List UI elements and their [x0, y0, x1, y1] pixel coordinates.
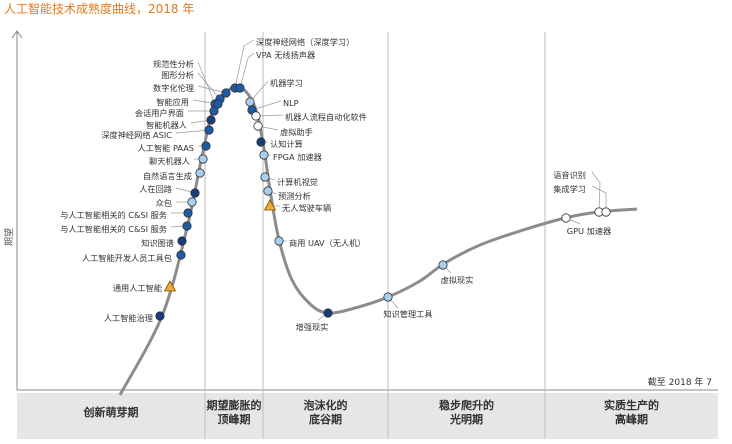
tech-label: 虚拟现实	[441, 275, 474, 285]
tech-marker	[163, 280, 177, 292]
tech-label: 预测分析	[278, 191, 311, 201]
tech-marker	[263, 199, 277, 211]
tech-marker	[323, 308, 333, 318]
tech-label: 计算机视觉	[277, 177, 318, 187]
tech-marker	[235, 83, 245, 93]
phase-label: 底谷期	[309, 412, 342, 426]
tech-label: 无人驾驶车辆	[282, 203, 331, 213]
phase-label: 稳步爬升的	[439, 398, 494, 412]
phase-label: 创新萌芽期	[83, 405, 139, 419]
tech-label: 众包	[156, 198, 172, 208]
page-title: 人工智能技术成熟度曲线，2018 年	[4, 2, 195, 16]
tech-label: 增强现实	[296, 322, 329, 332]
tech-label: 与人工智能相关的 C&SI 服务	[60, 224, 167, 234]
tech-marker	[274, 236, 284, 246]
phase-label: 期望膨胀的	[207, 398, 262, 412]
tech-marker	[213, 99, 223, 109]
tech-label: 人工智能治理	[104, 313, 153, 323]
tech-label: 自然语言生成	[143, 171, 192, 181]
y-axis-arrow	[11, 30, 23, 39]
leader-line	[239, 52, 255, 89]
tech-marker	[438, 260, 448, 270]
leader-line	[249, 80, 269, 103]
tech-label: 深度神经网络 ASIC	[101, 130, 172, 140]
tech-marker	[383, 292, 393, 302]
tech-marker	[209, 106, 219, 116]
leader-line	[591, 185, 607, 212]
tech-marker	[561, 213, 571, 223]
tech-marker	[251, 111, 261, 121]
tech-marker	[201, 141, 211, 151]
leader-line	[251, 100, 282, 111]
phase-label: 高峰期	[615, 412, 648, 426]
tech-marker	[206, 115, 216, 125]
tech-marker	[177, 236, 187, 246]
hype-curve	[118, 85, 638, 396]
tech-marker	[263, 186, 273, 196]
leader-line	[175, 129, 210, 134]
tech-marker	[259, 150, 269, 160]
tech-label: 知识图谱	[141, 238, 174, 248]
tech-marker	[187, 197, 197, 207]
tech-label: GPU 加速器	[567, 226, 611, 236]
phase-label: 顶峰期	[218, 412, 251, 426]
tech-label: 人工智能开发人员工具包	[82, 253, 172, 263]
tech-marker	[176, 250, 186, 260]
tech-label: 图形分析	[161, 70, 194, 80]
tech-label: 与人工智能相关的 C&SI 服务	[60, 210, 167, 220]
tech-marker	[245, 97, 255, 107]
tech-label: 智能应用	[156, 97, 189, 107]
tech-marker	[601, 207, 611, 217]
leader-line	[234, 39, 255, 89]
tech-label: 聊天机器人	[149, 156, 190, 166]
tech-marker	[253, 121, 263, 131]
phase-label: 实质生产的	[604, 398, 659, 412]
tech-label: 智能机器人	[146, 120, 187, 130]
tech-marker	[195, 168, 205, 178]
tech-marker	[204, 125, 214, 135]
tech-label: 人工智能 PAAS	[138, 143, 194, 153]
tech-marker	[260, 172, 270, 182]
leader-line	[197, 72, 221, 100]
tech-marker	[182, 221, 192, 231]
tech-label: 虚拟助手	[280, 127, 313, 137]
leader-lines	[157, 39, 607, 321]
tech-label: 通用人工智能	[113, 283, 162, 293]
phase-label: 泡沫化的	[304, 398, 348, 412]
tech-marker	[198, 154, 208, 164]
y-axis-label: 期望	[3, 228, 15, 246]
as-of-note: 截至 2018 年 7	[648, 376, 712, 388]
leader-line	[197, 85, 227, 94]
tech-marker	[221, 88, 231, 98]
tech-label: FPGA 加速器	[273, 152, 322, 162]
tech-label: 规范性分析	[153, 59, 194, 69]
leader-line	[591, 171, 601, 213]
tech-label: VPA 无线扬声器	[256, 50, 315, 60]
tech-label: 商用 UAV（无人机）	[289, 238, 366, 248]
tech-label: 机器人流程自动化软件	[285, 112, 367, 122]
tech-label: 知识管理工具	[383, 309, 432, 319]
phase-label: 光明期	[449, 412, 483, 426]
tech-label: 语音识别	[553, 170, 586, 180]
tech-marker	[190, 188, 200, 198]
axes	[11, 30, 718, 391]
tech-label: 数字化伦理	[153, 83, 194, 93]
tech-label: 集成学习	[553, 184, 586, 194]
tech-label: 机器学习	[270, 78, 303, 88]
tech-marker	[256, 137, 266, 147]
tech-marker	[183, 208, 193, 218]
tech-marker	[155, 311, 165, 321]
tech-label: 人在回路	[139, 184, 172, 194]
tech-label: 深度神经网络（深度学习）	[256, 37, 354, 47]
tech-label: 认知计算	[270, 139, 303, 149]
tech-label: 会话用户界面	[135, 108, 184, 118]
phase-background	[17, 393, 718, 439]
tech-label: NLP	[283, 98, 299, 108]
technology-marks	[155, 83, 611, 321]
